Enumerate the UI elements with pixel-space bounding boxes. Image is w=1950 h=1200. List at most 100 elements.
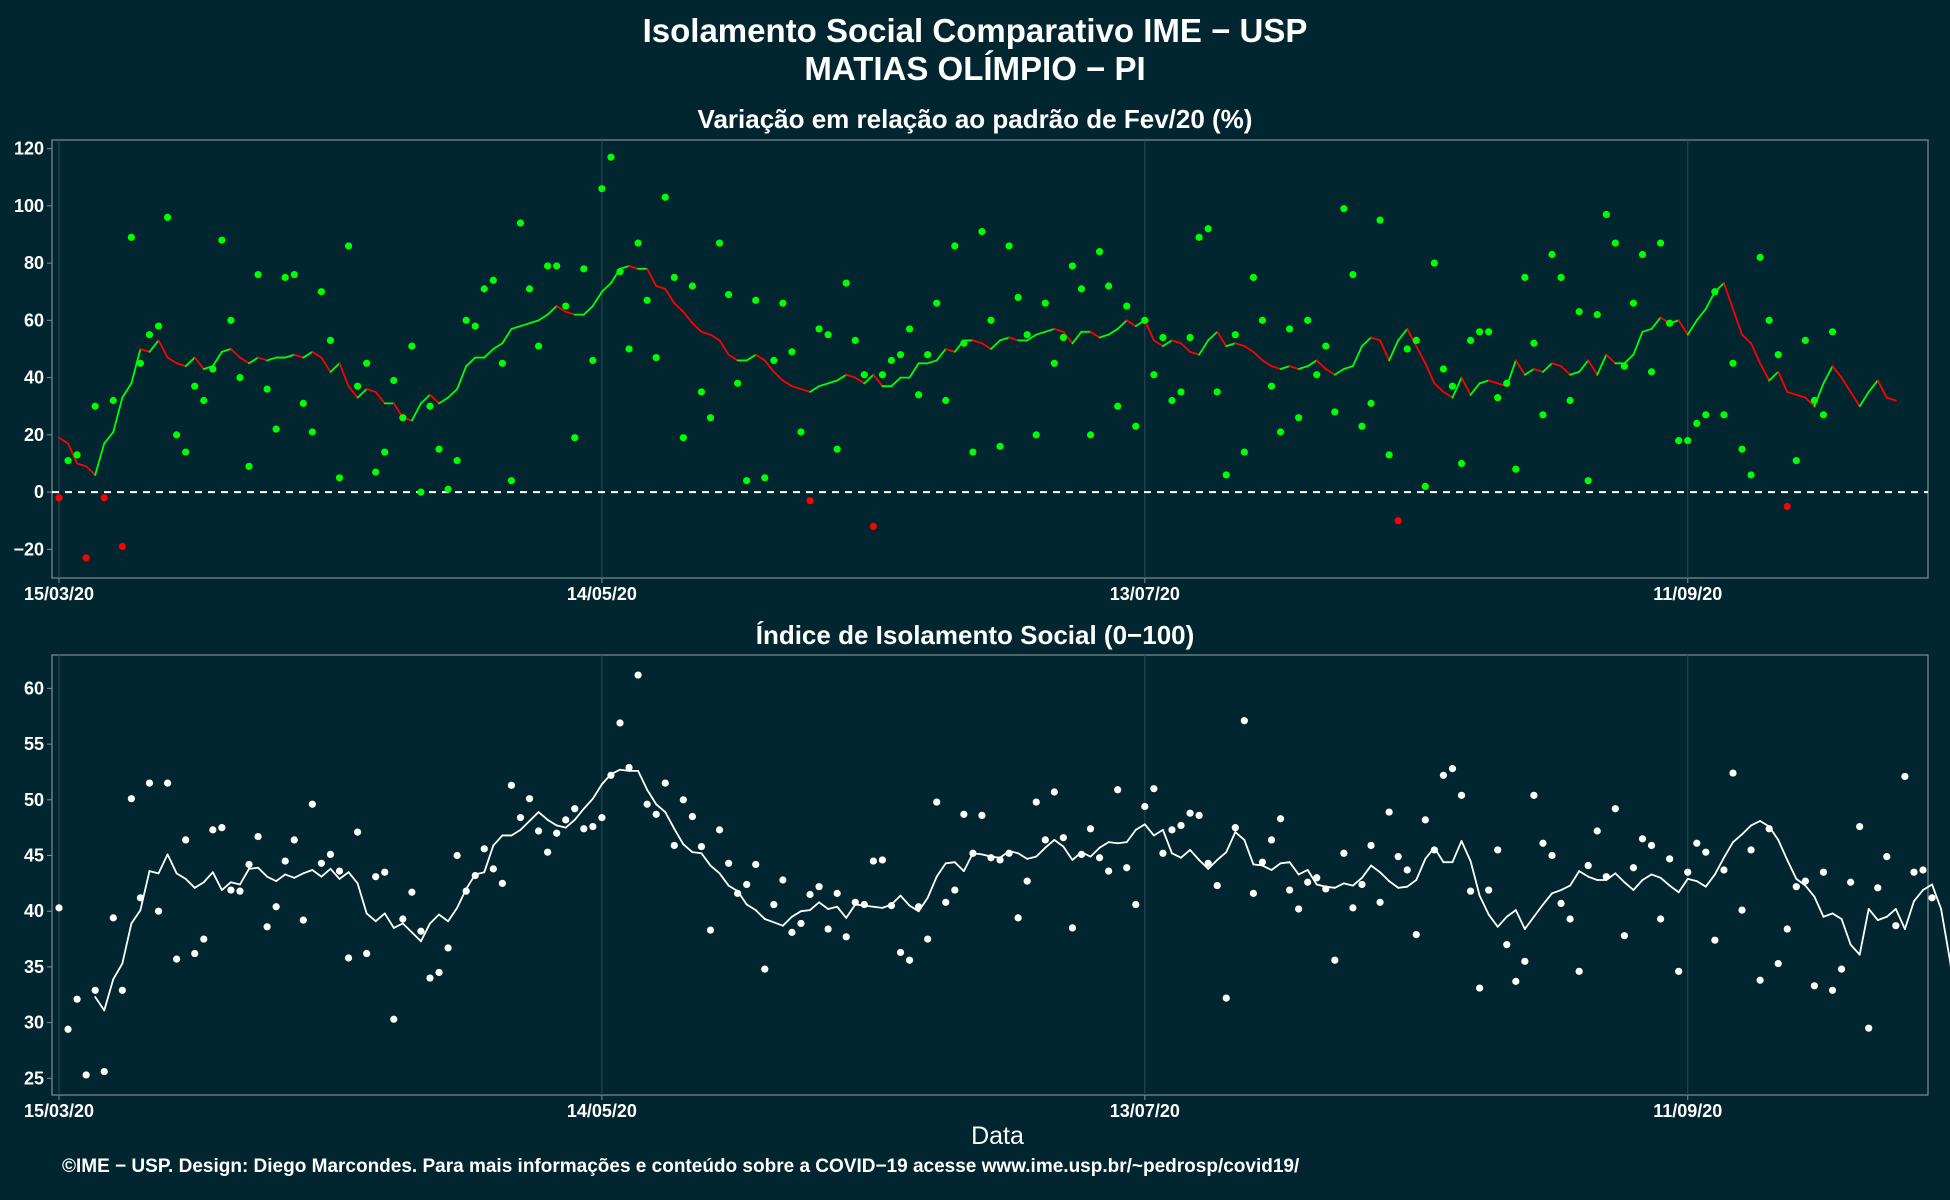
data-point [752,296,760,304]
moving-average-segment [655,285,667,290]
moving-average-segment [1786,859,1798,880]
moving-average-segment [546,818,558,827]
data-point [1349,270,1357,279]
y-tick-label: 35 [24,957,44,977]
moving-average-segment [1551,362,1562,368]
y-tick-label: 120 [14,139,44,159]
data-point [1448,765,1457,773]
data-point [797,428,805,436]
data-point [227,316,235,324]
moving-average-segment [1505,909,1517,918]
data-point [1421,482,1429,490]
data-point [679,434,687,442]
moving-average-segment [311,350,323,359]
moving-average-segment [1143,319,1155,342]
data-point [218,236,226,244]
data-point [1530,339,1538,347]
data-point [724,859,733,867]
y-tick-label: 0 [34,482,44,502]
moving-average-segment [1931,883,1942,910]
moving-average-segment [1777,370,1789,393]
data-point [1331,408,1339,416]
data-point [987,854,995,862]
data-point [869,522,877,531]
data-point [571,805,579,813]
moving-average-segment [1478,894,1490,916]
data-point [444,944,452,952]
data-point [453,851,461,860]
moving-average-segment [1026,333,1038,342]
moving-average-segment [1234,831,1246,841]
moving-average-segment [447,906,459,923]
data-point [426,974,434,982]
data-point [1919,866,1927,874]
moving-average-segment [483,844,495,874]
moving-average-segment [1361,336,1372,348]
moving-average-segment [211,350,223,368]
moving-average-segment [302,350,314,359]
moving-average-segment [1514,909,1526,930]
data-point [498,359,506,367]
data-point [806,890,814,899]
data-point [390,1015,398,1023]
data-point [426,402,434,410]
y-tick-label: 45 [24,846,44,866]
moving-average-segment [1270,862,1282,871]
moving-average-segment [1569,370,1581,376]
data-point [1774,959,1782,968]
data-point [534,342,543,350]
data-point [272,903,280,911]
data-point [1358,422,1366,430]
moving-average-segment [582,305,594,316]
data-point [625,345,633,353]
data-point [1068,924,1077,932]
data-point [553,262,561,270]
moving-average-segment [121,382,133,399]
data-point [1702,848,1710,856]
data-point [743,477,751,485]
data-point [1756,976,1764,984]
moving-average-segment [745,903,757,911]
data-point [64,457,72,465]
moving-average-segment [664,287,676,305]
moving-average-segment [1397,328,1409,342]
moving-average-segment [148,870,160,875]
data-point [770,900,778,909]
moving-average-segment [157,339,169,359]
data-point [1059,333,1067,342]
data-point [1050,359,1058,367]
moving-average-segment [438,913,449,923]
data-point [1376,216,1384,224]
moving-average-segment [827,905,839,910]
data-point [896,948,905,957]
moving-average-segment [809,901,820,911]
data-point [1765,825,1773,833]
data-point [1874,884,1882,892]
moving-average-segment [537,313,549,322]
moving-average-segment [1433,382,1445,393]
moving-average-segment [1623,881,1635,891]
data-point [363,359,371,367]
data-point [1647,841,1656,850]
data-point [1123,864,1131,872]
moving-average-segment [392,922,404,929]
moving-average-segment [420,393,431,405]
moving-average-segment [845,373,857,379]
moving-average-segment [1732,833,1743,844]
data-point [1883,853,1891,861]
data-point [480,845,488,853]
data-point [697,388,706,396]
moving-average-segment [709,864,721,875]
moving-average-segment [320,867,332,878]
bottom-panel-title: Índice de Isolamento Social (0−100) [755,620,1195,650]
data-point [1240,717,1248,725]
data-point [471,322,479,330]
data-point [1656,239,1665,247]
data-point [127,233,135,241]
moving-average-segment [1560,884,1572,891]
data-point [1810,982,1819,990]
moving-average-segment [1361,864,1372,879]
moving-average-segment [1795,877,1807,887]
moving-average-segment [1831,365,1843,379]
data-point [688,812,696,821]
